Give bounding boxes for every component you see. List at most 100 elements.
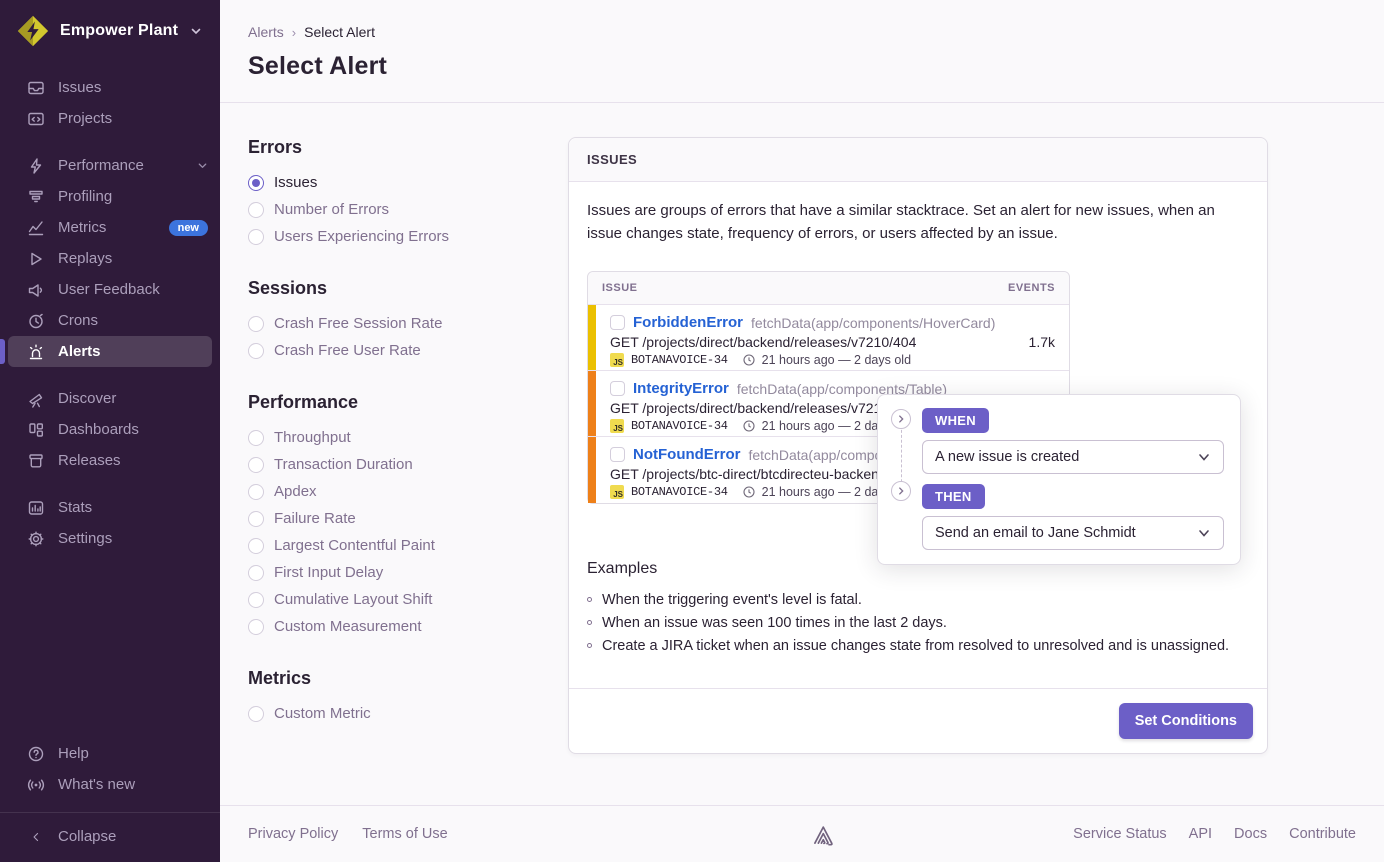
radio-icon[interactable] [248, 429, 264, 446]
sidebar-item-label: Discover [58, 390, 117, 407]
service-status-link[interactable]: Service Status [1073, 826, 1167, 842]
radio-option-custom-measurement[interactable]: Custom Measurement [248, 613, 528, 640]
sidebar-item-crons[interactable]: Crons [0, 305, 220, 336]
table-row: ForbiddenError fetchData(app/components/… [588, 305, 1069, 371]
sidebar-item-label: Releases [58, 452, 121, 469]
radio-option-cumulative-layout-shift[interactable]: Cumulative Layout Shift [248, 586, 528, 613]
group-title: Metrics [248, 668, 312, 688]
table-row: IntegrityError fetchData(app/components/… [588, 371, 1069, 437]
content: Errors Issues Number of Errors Users Exp… [220, 103, 1384, 755]
radio-option-failure-rate[interactable]: Failure Rate [248, 505, 528, 532]
radio-icon[interactable] [248, 456, 264, 473]
row-checkbox[interactable] [610, 447, 625, 462]
profiling-icon [26, 187, 45, 206]
radio-label: Apdex [274, 483, 317, 500]
radio-icon[interactable] [248, 483, 264, 500]
row-checkbox[interactable] [610, 381, 625, 396]
radio-icon[interactable] [248, 591, 264, 608]
page-title: Select Alert [248, 52, 388, 80]
radio-icon[interactable] [248, 174, 264, 191]
alert-type-options: Errors Issues Number of Errors Users Exp… [248, 137, 528, 755]
then-action-select[interactable]: Send an email to Jane Schmidt [922, 516, 1224, 550]
sidebar-item-user-feedback[interactable]: User Feedback [0, 274, 220, 305]
radio-option-number-of-errors[interactable]: Number of Errors [248, 196, 528, 223]
chevron-left-icon [26, 827, 45, 846]
radio-label: Transaction Duration [274, 456, 413, 473]
issue-request: GET /projects/btc-direct/btcdirecteu-bac… [610, 466, 879, 482]
user-feedback-icon [26, 280, 45, 299]
sidebar-item-help[interactable]: Help [0, 738, 220, 769]
radio-icon[interactable] [248, 315, 264, 332]
bullet-icon [587, 643, 592, 648]
row-checkbox[interactable] [610, 315, 625, 330]
breadcrumb-alerts-link[interactable]: Alerts [248, 24, 284, 40]
stats-icon [26, 498, 45, 517]
sidebar-item-releases[interactable]: Releases [0, 445, 220, 476]
sidebar-item-stats[interactable]: Stats [0, 492, 220, 523]
radio-icon[interactable] [248, 228, 264, 245]
chevron-right-icon: › [291, 24, 297, 40]
group-title: Performance [248, 392, 359, 412]
radio-icon[interactable] [248, 705, 264, 722]
dashboards-icon [26, 420, 45, 439]
examples-title: Examples [587, 560, 658, 577]
set-conditions-button[interactable]: Set Conditions [1118, 703, 1253, 739]
radio-option-apdex[interactable]: Apdex [248, 478, 528, 505]
chevron-down-icon [190, 25, 202, 37]
sidebar-item-metrics[interactable]: Metrics new [0, 212, 220, 243]
org-switcher[interactable]: Empower Plant [0, 0, 220, 58]
clock-icon [743, 420, 755, 432]
issue-culprit: fetchData(app/components/HoverCard) [751, 314, 996, 331]
sidebar-item-performance[interactable]: Performance [0, 150, 220, 181]
then-action-value: Send an email to Jane Schmidt [935, 525, 1136, 541]
sidebar-item-dashboards[interactable]: Dashboards [0, 414, 220, 445]
radio-option-crash-free-user-rate[interactable]: Crash Free User Rate [248, 337, 528, 364]
radio-option-custom-metric[interactable]: Custom Metric [248, 700, 528, 727]
contribute-link[interactable]: Contribute [1289, 826, 1356, 842]
radio-icon[interactable] [248, 342, 264, 359]
radio-option-issues[interactable]: Issues [248, 169, 528, 196]
radio-option-throughput[interactable]: Throughput [248, 424, 528, 451]
when-condition-select[interactable]: A new issue is created [922, 440, 1224, 474]
crons-icon [26, 311, 45, 330]
new-badge: new [168, 219, 208, 236]
releases-icon [26, 451, 45, 470]
api-link[interactable]: API [1188, 826, 1213, 842]
terms-of-use-link[interactable]: Terms of Use [362, 826, 448, 842]
sidebar-item-settings[interactable]: Settings [0, 523, 220, 554]
radio-option-transaction-duration[interactable]: Transaction Duration [248, 451, 528, 478]
radio-icon[interactable] [248, 564, 264, 581]
radio-icon[interactable] [248, 618, 264, 635]
issue-title-link[interactable]: ForbiddenError [633, 314, 744, 331]
radio-option-crash-free-session-rate[interactable]: Crash Free Session Rate [248, 310, 528, 337]
collapse-button[interactable]: Collapse [0, 821, 220, 852]
radio-option-first-input-delay[interactable]: First Input Delay [248, 559, 528, 586]
radio-option-largest-contentful-paint[interactable]: Largest Contentful Paint [248, 532, 528, 559]
sidebar-item-label: Performance [58, 157, 144, 174]
whats-new-icon [26, 775, 45, 794]
radio-icon[interactable] [248, 537, 264, 554]
issue-title-link[interactable]: IntegrityError [633, 380, 729, 397]
radio-label: Failure Rate [274, 510, 356, 527]
sidebar-item-projects[interactable]: Projects [0, 103, 220, 134]
sidebar-item-whats-new[interactable]: What's new [0, 769, 220, 800]
group-errors: Errors Issues Number of Errors Users Exp… [248, 137, 528, 250]
privacy-policy-link[interactable]: Privacy Policy [248, 826, 339, 842]
sidebar-item-profiling[interactable]: Profiling [0, 181, 220, 212]
sidebar-item-discover[interactable]: Discover [0, 383, 220, 414]
radio-option-users-experiencing-errors[interactable]: Users Experiencing Errors [248, 223, 528, 250]
docs-link[interactable]: Docs [1234, 826, 1268, 842]
chevron-right-circle-icon [891, 409, 911, 429]
sidebar-item-issues[interactable]: Issues [0, 72, 220, 103]
sidebar-item-label: Settings [58, 530, 113, 547]
sidebar-item-replays[interactable]: Replays [0, 243, 220, 274]
radio-icon[interactable] [248, 201, 264, 218]
sidebar-item-label: Metrics [58, 219, 107, 236]
sidebar-item-label: Dashboards [58, 421, 139, 438]
preview-panel-wrap: ISSUES Issues are groups of errors that … [568, 137, 1268, 755]
radio-icon[interactable] [248, 510, 264, 527]
issue-title-link[interactable]: NotFoundError [633, 446, 741, 463]
sidebar-item-alerts[interactable]: Alerts [0, 336, 212, 367]
clock-icon [743, 354, 755, 366]
bullet-icon [587, 597, 592, 602]
